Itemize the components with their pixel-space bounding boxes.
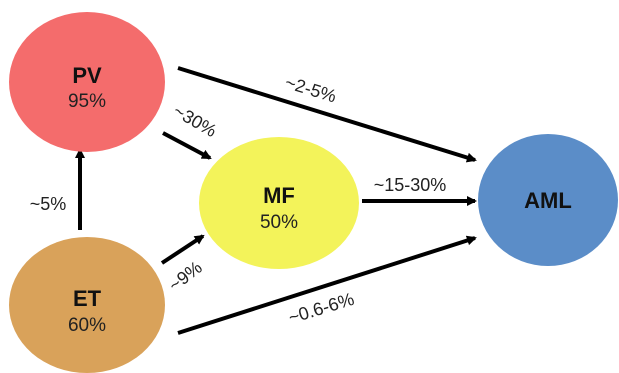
node-pv-percent: 95% xyxy=(68,91,106,112)
node-et: ET 60% xyxy=(9,237,165,373)
node-mf: MF 50% xyxy=(199,137,359,269)
node-pv: PV 95% xyxy=(9,12,165,152)
node-mf-name: MF xyxy=(263,183,295,208)
edge-label-et-mf: ~9% xyxy=(165,257,206,295)
arrow-pv-to-mf xyxy=(162,131,212,160)
node-aml: AML xyxy=(478,134,618,266)
node-aml-shape xyxy=(478,134,618,266)
arrow-et-to-aml xyxy=(177,235,477,335)
node-pv-name: PV xyxy=(72,63,102,88)
node-et-name: ET xyxy=(73,286,102,311)
node-aml-name: AML xyxy=(524,188,572,213)
node-et-percent: 60% xyxy=(68,315,106,336)
node-mf-shape xyxy=(199,137,359,269)
arrow-pv-to-aml xyxy=(177,66,477,163)
node-et-shape xyxy=(9,237,165,373)
node-pv-shape xyxy=(9,12,165,152)
edge-label-pv-mf: ~30% xyxy=(170,101,220,142)
node-mf-percent: 50% xyxy=(260,212,298,233)
edge-label-mf-aml: ~15-30% xyxy=(374,175,447,195)
edge-label-et-pv: ~5% xyxy=(30,194,67,214)
arrow-et-to-mf xyxy=(160,234,205,265)
